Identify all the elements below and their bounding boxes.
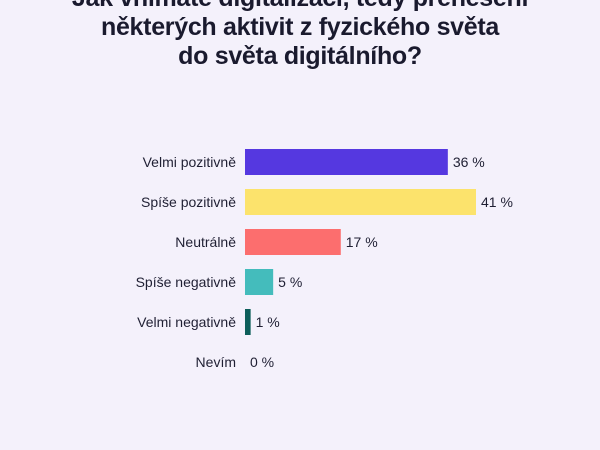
bar (245, 269, 274, 295)
bar (245, 309, 251, 335)
category-label: Velmi pozitivně (143, 154, 237, 170)
value-label: 5 % (278, 274, 302, 290)
bar (245, 189, 476, 215)
chart-title: Jak vnímáte digitalizaci, tedy přenesení… (0, 0, 600, 71)
bar (245, 229, 341, 255)
category-label: Neutrálně (175, 234, 236, 250)
category-label: Spíše negativně (136, 274, 237, 290)
value-label: 0 % (250, 354, 274, 370)
title-line-1: Jak vnímáte digitalizaci, tedy přenesení (0, 0, 600, 13)
category-label: Nevím (196, 354, 236, 370)
category-label: Velmi negativně (137, 314, 236, 330)
value-label: 41 % (481, 194, 513, 210)
bar (245, 149, 448, 175)
title-line-3: do světa digitálního? (178, 42, 422, 70)
value-label: 17 % (346, 234, 378, 250)
title-line-2: některých aktivit z fyzického světa (100, 13, 500, 41)
value-label: 36 % (453, 154, 485, 170)
value-label: 1 % (256, 314, 280, 330)
category-label: Spíše pozitivně (141, 194, 236, 210)
